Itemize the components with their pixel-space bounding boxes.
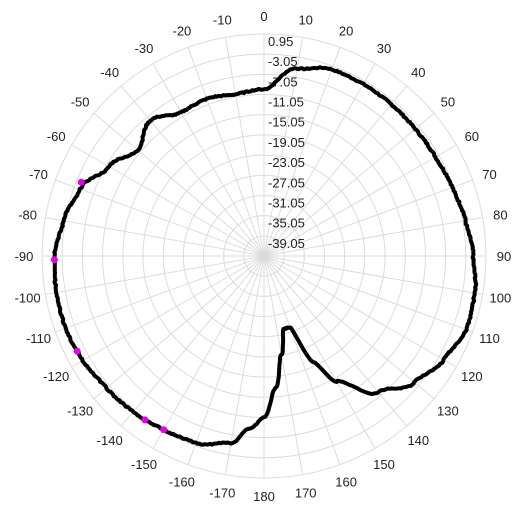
angular-tick-label: 20: [339, 24, 353, 39]
angular-tick-label: 180: [253, 489, 275, 504]
angular-tick-label: -150: [131, 457, 157, 472]
angular-tick-label: -70: [29, 167, 48, 182]
angular-tick-label: -30: [135, 41, 154, 56]
angular-tick-label: -110: [26, 331, 51, 346]
angular-tick-label: -60: [47, 129, 66, 144]
angular-tick-label: 170: [295, 485, 317, 500]
angular-tick-label: 100: [490, 291, 512, 306]
grid-spoke: [93, 255, 265, 400]
grid-spoke: [263, 255, 435, 400]
grid-spoke: [71, 144, 265, 257]
grid-spoke: [263, 37, 304, 257]
grid-spoke: [263, 255, 483, 296]
data-marker: [141, 416, 149, 424]
grid-spoke: [45, 216, 265, 257]
grid-spoke: [263, 255, 376, 449]
grid-spoke: [263, 255, 473, 333]
grid-spoke: [263, 63, 376, 257]
angular-tick-label: 90: [497, 249, 511, 264]
angular-tick-label: 40: [411, 65, 425, 80]
radial-tick-label: -19.05: [268, 135, 305, 150]
angular-tick-label: 50: [441, 95, 455, 110]
pattern-trace: [52, 65, 479, 447]
grid-spoke: [263, 47, 341, 257]
pattern-trace-group: [52, 65, 479, 447]
radial-tick-label: -3.05: [268, 54, 298, 69]
grid-spoke: [263, 255, 408, 427]
grid-spoke: [224, 37, 265, 257]
angular-tick-label: -20: [173, 24, 192, 39]
grid-spoke: [263, 216, 483, 257]
angular-tick-label: 80: [493, 207, 507, 222]
data-marker: [77, 178, 85, 186]
radial-tick-label: -11.05: [268, 95, 304, 110]
angular-tick-label: -100: [15, 291, 41, 306]
angular-tick-label: 0: [260, 9, 267, 24]
angular-tick-label: -90: [15, 249, 34, 264]
grid-spoke: [224, 255, 265, 475]
polar-grid: [41, 33, 487, 479]
angular-tick-label: 110: [479, 331, 500, 346]
angular-tick-label: 70: [482, 167, 496, 182]
data-marker: [50, 256, 58, 264]
radial-tick-labels: 0.95 -3.05 -7.05 -11.05 -15.05 -19.05 -23.05 -2…: [268, 34, 305, 251]
angular-tick-label: 150: [373, 457, 395, 472]
radial-tick-label: 0.95: [268, 34, 293, 49]
angular-tick-labels: 0 10 20 30 40 50 60 70 80 90 100 110 120 130 140 150 160…: [15, 9, 512, 504]
radial-tick-label: -35.05: [268, 216, 305, 231]
grid-spoke: [187, 47, 265, 257]
marker-group: [50, 178, 168, 434]
angular-tick-label: -130: [67, 403, 93, 418]
grid-spoke: [263, 112, 435, 257]
radial-tick-label: -39.05: [268, 236, 305, 251]
angular-tick-label: 60: [465, 129, 479, 144]
angular-tick-label: 160: [335, 475, 357, 490]
grid-spoke: [55, 179, 265, 257]
grid-spoke: [263, 255, 341, 465]
angular-tick-label: -170: [209, 485, 235, 500]
grid-spoke: [71, 255, 265, 368]
grid-spoke: [152, 63, 265, 257]
grid-spoke: [45, 255, 265, 296]
data-marker: [73, 347, 81, 355]
radial-tick-label: -23.05: [268, 155, 305, 170]
angular-tick-label: 130: [437, 403, 459, 418]
grid-spoke: [152, 255, 265, 449]
angular-tick-label: -40: [100, 65, 119, 80]
grid-spoke: [263, 255, 457, 368]
angular-tick-label: 120: [461, 369, 483, 384]
angular-tick-label: -120: [43, 369, 69, 384]
radial-tick-label: -27.05: [268, 175, 305, 190]
angular-tick-label: -160: [169, 475, 195, 490]
data-marker: [160, 426, 168, 434]
angular-tick-label: -10: [213, 13, 232, 28]
radial-tick-label: -15.05: [268, 115, 305, 130]
grid-spoke: [263, 144, 457, 257]
grid-spoke: [93, 112, 265, 257]
radial-tick-label: -7.05: [268, 74, 298, 89]
grid-spoke: [120, 85, 265, 257]
grid-spoke: [55, 255, 265, 333]
grid-spoke: [120, 255, 265, 427]
grid-spoke: [263, 85, 408, 257]
angular-tick-label: 30: [377, 41, 391, 56]
grid-spoke: [263, 255, 304, 475]
angular-tick-label: -140: [97, 433, 123, 448]
grid-spoke: [263, 179, 473, 257]
radial-tick-label: -31.05: [268, 196, 305, 211]
angular-tick-label: -80: [18, 207, 37, 222]
angular-tick-label: 10: [298, 13, 312, 28]
grid-spoke: [187, 255, 265, 465]
angular-tick-label: 140: [407, 433, 429, 448]
angular-tick-label: -50: [71, 95, 90, 110]
